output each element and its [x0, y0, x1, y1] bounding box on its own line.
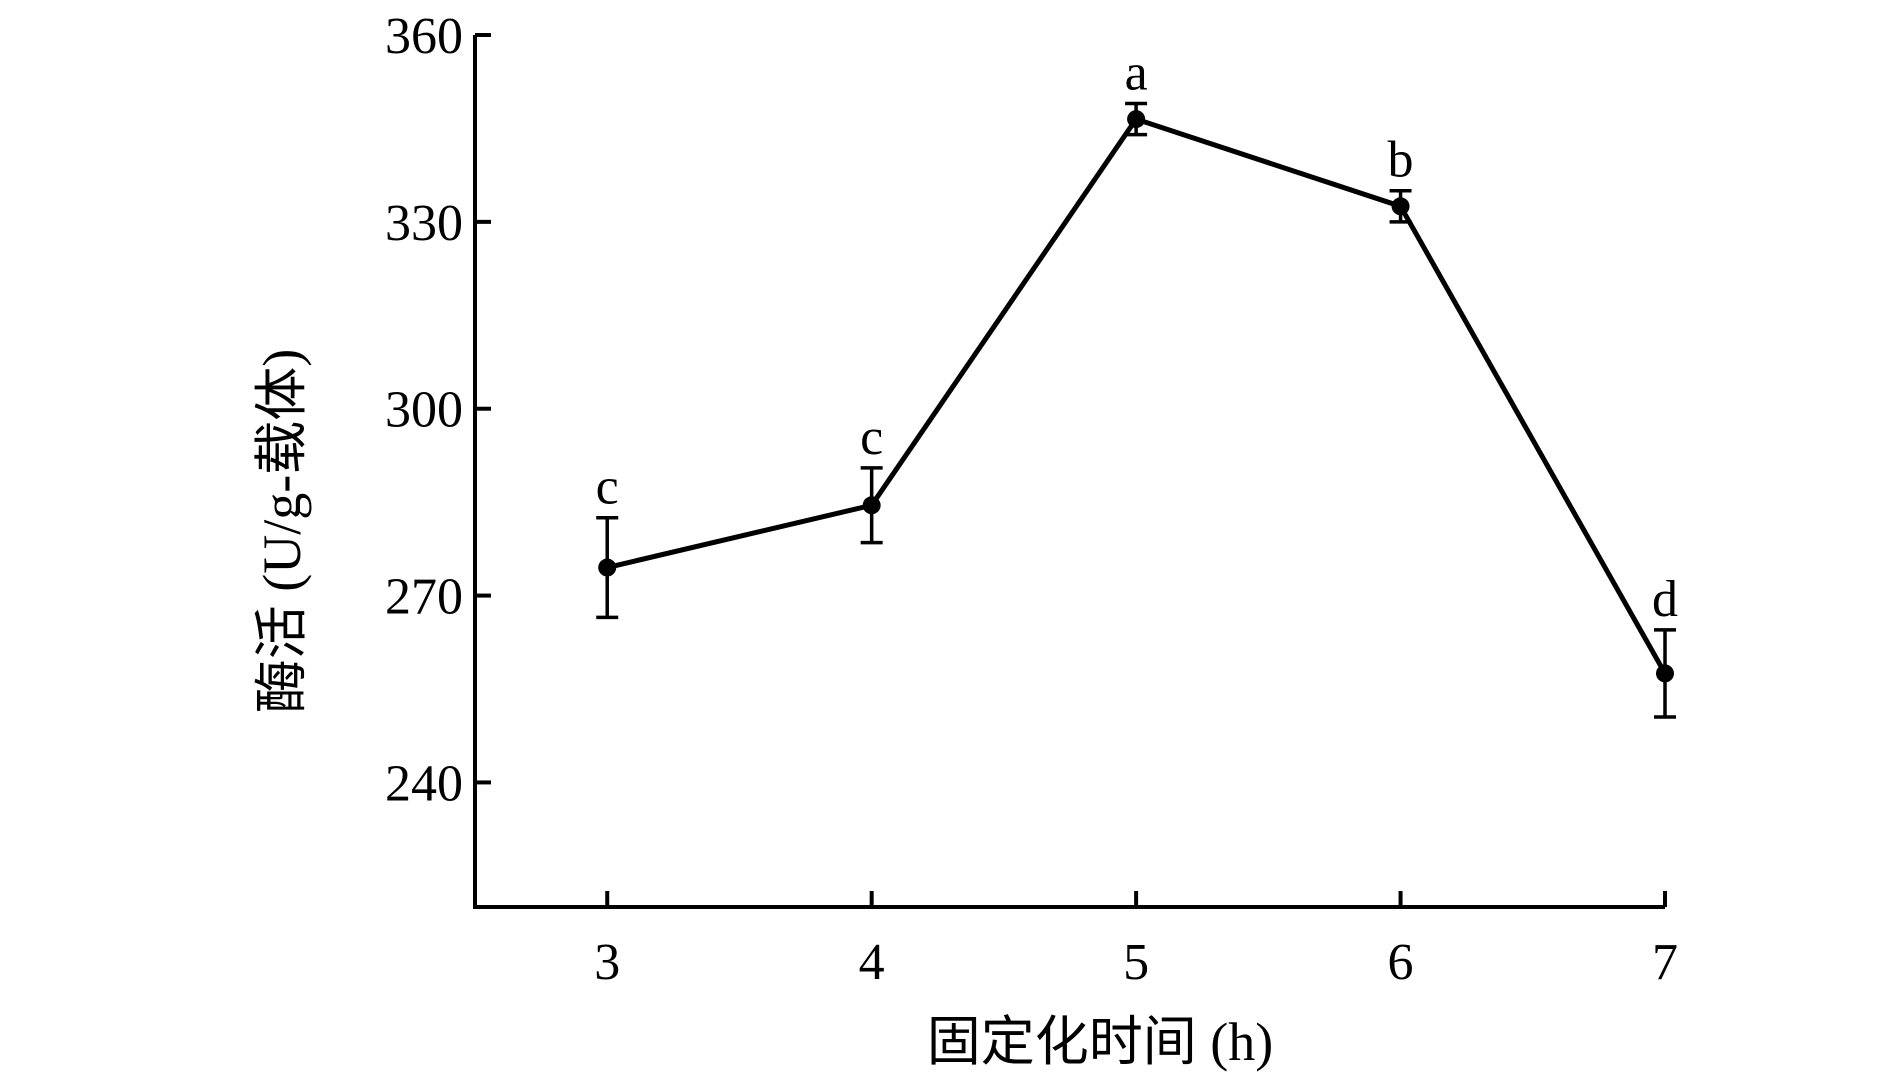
- axes: [473, 35, 1665, 909]
- data-point: [1127, 110, 1146, 129]
- y-tick-label: 360: [385, 8, 463, 65]
- y-tick-label: 330: [385, 195, 463, 252]
- x-tick-label: 6: [1388, 934, 1414, 991]
- x-tick-label: 4: [859, 934, 885, 991]
- x-tick-label: 5: [1123, 934, 1149, 991]
- x-tick-label: 7: [1652, 934, 1678, 991]
- y-tick-label: 270: [385, 569, 463, 626]
- y-tick-label: 240: [385, 755, 463, 812]
- x-axis-title: 固定化时间 (h): [927, 1012, 1273, 1072]
- significance-label: a: [1125, 45, 1148, 102]
- significance-label: b: [1388, 132, 1414, 189]
- significance-label: c: [860, 409, 883, 466]
- x-tick-label: 3: [594, 934, 620, 991]
- data-point: [862, 496, 881, 515]
- series-line: [606, 116, 1668, 675]
- ticks: 240 270 300 330 360 3 4 5 6 7: [385, 8, 1678, 991]
- data-point: [598, 558, 617, 577]
- significance-label: c: [596, 459, 619, 516]
- series: c c a b d: [596, 45, 1678, 719]
- y-axis-title: 酶活 (U/g-载体): [252, 349, 312, 713]
- y-tick-label: 300: [385, 382, 463, 439]
- data-point: [1391, 197, 1410, 216]
- significance-label: d: [1652, 571, 1678, 628]
- data-point: [1656, 664, 1674, 683]
